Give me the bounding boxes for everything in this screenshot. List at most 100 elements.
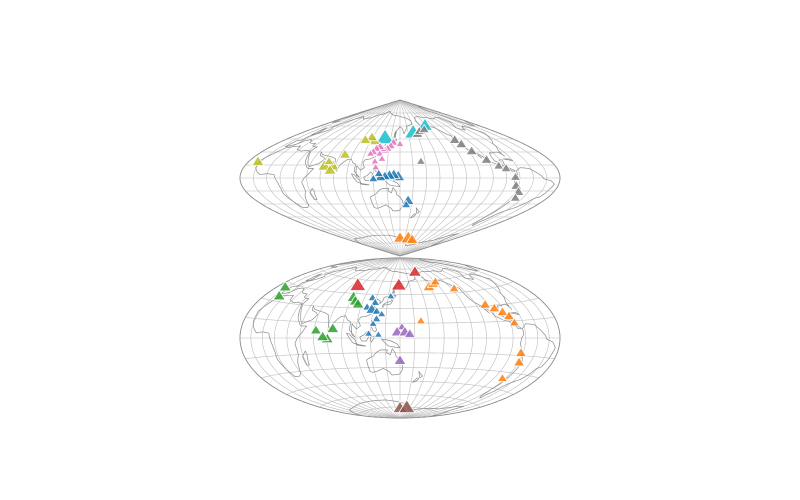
meridian-line: [384, 257, 401, 419]
volcano-marker: [326, 322, 340, 333]
volcano-marker: [418, 123, 430, 133]
meridian-line: [399, 99, 507, 257]
volcano-marker: [393, 354, 407, 365]
meridian-line: [399, 257, 487, 419]
volcano-marker: [315, 330, 330, 342]
coastline: [359, 182, 370, 186]
volcano-marker: [509, 179, 523, 190]
volcano-marker: [390, 277, 408, 291]
meridian-line: [266, 99, 401, 257]
volcano-marker: [480, 153, 493, 164]
meridian-line: [319, 99, 401, 257]
coastline: [479, 323, 556, 399]
volcano-marker: [371, 313, 382, 323]
map-outline: [239, 257, 561, 419]
volcano-marker: [371, 306, 382, 315]
meridian-line: [399, 99, 494, 257]
volcano-marker: [502, 310, 516, 321]
volcano-marker: [448, 283, 460, 293]
map-sinusoidal: [239, 99, 561, 257]
coastline: [355, 343, 367, 347]
volcano-marker: [251, 155, 265, 166]
coastline: [311, 127, 328, 136]
coastline: [464, 264, 478, 272]
volcano-marker: [496, 372, 509, 382]
meridian-line: [399, 257, 514, 419]
meridian-line: [399, 257, 473, 419]
volcano-marker: [492, 160, 505, 170]
meridian-line: [286, 257, 401, 419]
volcano-marker: [509, 171, 522, 181]
volcano-marker: [415, 315, 427, 325]
volcano-marker: [376, 309, 387, 317]
coastline: [394, 130, 397, 139]
coastline: [419, 267, 522, 330]
meridian-line: [359, 99, 401, 257]
coastline: [348, 399, 409, 416]
coastlines: [252, 258, 556, 416]
volcano-marker: [415, 156, 427, 165]
meridian-line: [399, 257, 538, 419]
coastline: [381, 338, 401, 349]
meridian-line: [399, 99, 521, 257]
coastline: [305, 273, 322, 281]
volcano-marker: [369, 297, 381, 306]
meridian-line: [355, 257, 401, 419]
volcano-marker: [363, 329, 374, 337]
coastline: [302, 350, 310, 366]
graticule: [240, 99, 560, 257]
meridian-line: [399, 257, 445, 419]
meridian-line: [274, 257, 401, 419]
coastline: [510, 312, 520, 315]
coastline: [252, 294, 308, 378]
volcano-marker: [509, 192, 522, 202]
meridian-line: [399, 257, 526, 419]
meridian-line: [341, 257, 401, 419]
volcano-marker: [508, 317, 521, 327]
coastline: [407, 405, 465, 416]
coastline: [405, 233, 459, 246]
coastline: [412, 377, 420, 383]
volcano-marker: [407, 265, 423, 277]
meridian-line: [279, 99, 401, 257]
volcano-marker: [368, 319, 378, 327]
meridian-line: [313, 257, 401, 419]
coastline: [414, 116, 516, 172]
coastline: [332, 120, 341, 123]
meridian-line: [333, 99, 401, 257]
volcano-marker: [478, 298, 492, 309]
coastline: [330, 265, 338, 268]
meridian-line: [399, 257, 501, 419]
coastline: [366, 348, 404, 376]
coastline: [309, 188, 318, 201]
meridian-line: [399, 99, 467, 257]
volcano-marker: [373, 168, 385, 177]
coastline: [255, 145, 314, 208]
volcano-marker: [272, 289, 286, 301]
volcano-marker: [405, 233, 419, 244]
meridian-line: [399, 99, 534, 257]
volcano-marker: [400, 199, 412, 208]
coastlines: [255, 105, 555, 246]
volcano-marker: [368, 173, 379, 182]
volcano-marker: [465, 145, 478, 156]
coastline: [369, 187, 403, 212]
meridian-line: [399, 257, 430, 419]
meridian-line: [293, 99, 401, 257]
volcano-marker: [429, 276, 442, 286]
volcano-marker: [398, 399, 416, 413]
volcano-marker: [448, 133, 461, 144]
map-hammer: [239, 257, 561, 419]
coastline: [410, 213, 417, 219]
volcano-marker: [323, 163, 337, 175]
volcano-marker: [338, 148, 352, 159]
volcano-marker: [512, 356, 526, 367]
volcano-marker: [386, 291, 396, 300]
volcano-marker: [323, 155, 335, 166]
volcano-marker: [496, 306, 509, 316]
meridian-line: [250, 257, 401, 419]
meridian-line: [399, 99, 481, 257]
volcano-marker: [359, 133, 372, 144]
volcano-marker: [488, 302, 501, 313]
